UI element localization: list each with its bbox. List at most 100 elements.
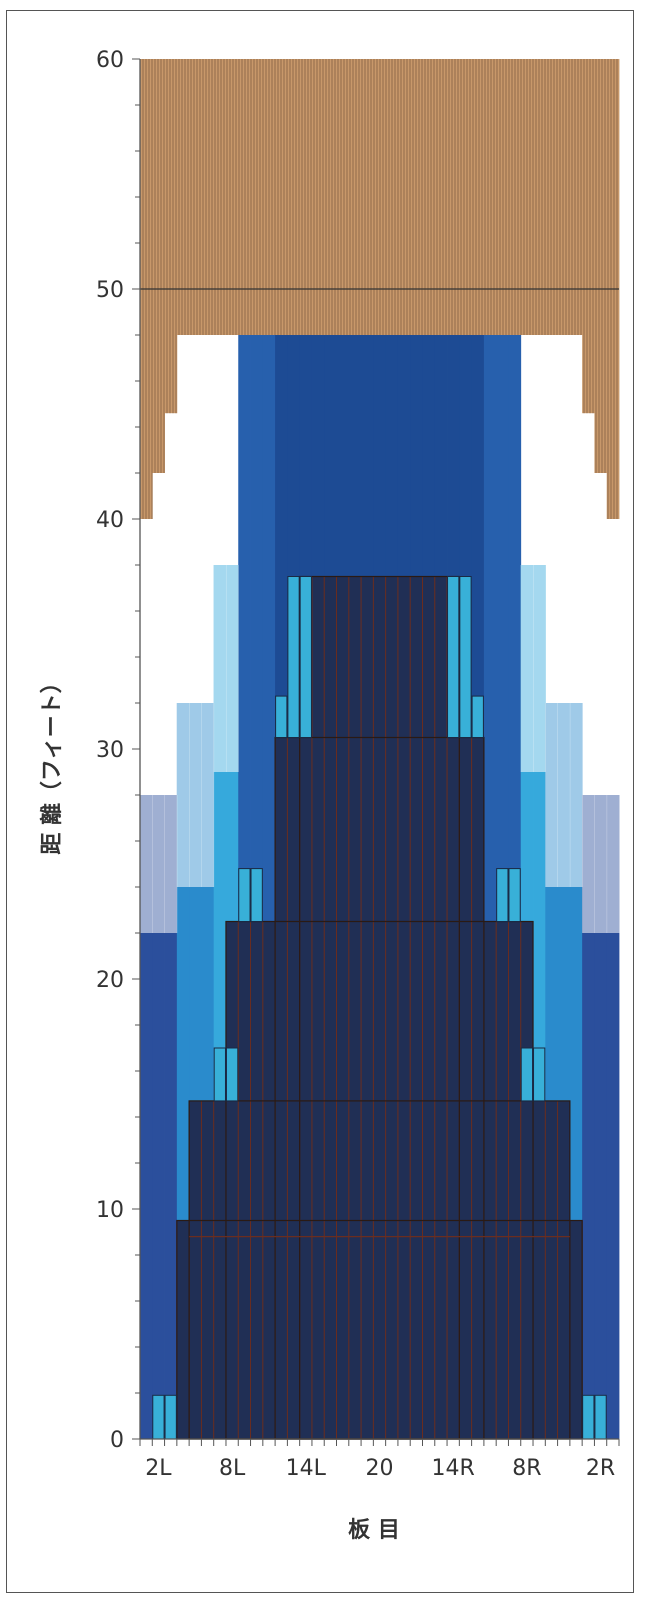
- highlight-mark-board-14: [299, 576, 312, 738]
- dark-region-board-33: [533, 1100, 546, 1439]
- y-tick-label: 20: [96, 968, 124, 993]
- dark-region-board-28: [471, 737, 485, 1439]
- pindeck-board-38: [594, 59, 608, 473]
- dark-region-board-35: [557, 1100, 571, 1439]
- oil-fade-board-2: [152, 795, 165, 933]
- highlight-mark-board-3: [164, 1394, 177, 1440]
- dark-region-board-5: [189, 1100, 202, 1439]
- pindeck-board-37: [582, 59, 595, 414]
- x-tick-label: 2R: [586, 1456, 615, 1481]
- dark-region-board-24: [422, 576, 436, 1439]
- dark-region-board-4: [176, 1220, 190, 1439]
- lane-oil-chart: 0 10 20 30 40 50 60 2L 8L 14L 20 14R 8R 2R 距 離（フィート）…: [39, 48, 620, 1543]
- pindeck-board-27: [459, 59, 473, 335]
- dark-region-board-27: [459, 737, 473, 1439]
- oil-fade-board-8: [225, 565, 239, 772]
- highlight-mark-board-37: [582, 1394, 595, 1440]
- x-axis: 2L 8L 14L 20 14R 8R 2R: [139, 1438, 620, 1481]
- oil-fade-board-6: [201, 703, 215, 887]
- dark-region-board-36: [569, 1220, 583, 1439]
- y-tick-label: 10: [96, 1198, 124, 1223]
- pindeck-board-12: [275, 59, 288, 335]
- dark-region-board-21: [385, 576, 399, 1439]
- pindeck-board-7: [213, 59, 227, 335]
- dark-region-board-30: [496, 921, 509, 1439]
- y-axis: 0 10 20 30 40 50 60: [96, 48, 141, 1453]
- pindeck-board-9: [238, 59, 251, 335]
- oil-column-board-37: [582, 795, 595, 1439]
- highlight-mark-board-12: [275, 695, 288, 738]
- dark-region-board-22: [397, 576, 411, 1439]
- oil-fade-board-5: [189, 703, 202, 887]
- y-axis-title: 距 離（フィート）: [39, 671, 65, 854]
- highlight-mark-board-10: [250, 868, 263, 922]
- x-tick-label: 8L: [219, 1456, 246, 1481]
- x-tick-label: 14L: [286, 1456, 327, 1481]
- dark-region-board-26: [447, 576, 460, 1439]
- pindeck-board-35: [557, 59, 571, 335]
- pindeck-board-23: [410, 59, 423, 335]
- highlight-mark-board-8: [225, 1047, 239, 1102]
- dark-region-board-32: [520, 921, 534, 1439]
- pindeck-board-3: [164, 59, 178, 414]
- oil-fade-board-36: [569, 703, 583, 887]
- highlight-mark-board-26: [447, 576, 460, 738]
- x-tick-label: 20: [366, 1456, 394, 1481]
- dark-region-board-8: [225, 921, 239, 1439]
- pindeck-board-29: [483, 59, 497, 335]
- highlight-mark-board-9: [238, 868, 251, 922]
- highlight-mark-board-13: [287, 576, 300, 738]
- pindeck-board-30: [496, 59, 509, 335]
- oil-column-board-39: [606, 795, 620, 1439]
- oil-fade-board-7: [213, 565, 227, 772]
- dark-region-board-11: [262, 921, 276, 1439]
- pindeck-board-18: [348, 59, 362, 335]
- highlight-mark-board-27: [459, 576, 472, 738]
- oil-column-board-38: [594, 795, 608, 1439]
- pindeck-board-13: [287, 59, 301, 335]
- x-tick-label: 2L: [145, 1456, 172, 1481]
- pindeck-board-34: [545, 59, 558, 335]
- dark-region-board-23: [410, 576, 423, 1439]
- oil-fade-board-35: [557, 703, 571, 887]
- pindeck-board-26: [447, 59, 460, 335]
- oil-fade-board-38: [594, 795, 608, 933]
- dark-region-board-19: [361, 576, 374, 1439]
- oil-fade-board-3: [164, 795, 178, 933]
- y-tick-label: 30: [96, 738, 124, 763]
- y-tick-label: 0: [110, 1428, 124, 1453]
- x-axis-title: 板 目: [348, 1518, 400, 1543]
- oil-column-board-1: [140, 795, 153, 1439]
- y-tick-label: 60: [96, 48, 124, 73]
- dark-region-board-7: [213, 1100, 227, 1439]
- dark-region-board-25: [434, 576, 448, 1439]
- x-tick-label: 14R: [432, 1456, 475, 1481]
- dark-region-board-12: [275, 737, 288, 1439]
- pindeck-board-25: [434, 59, 448, 335]
- pindeck-board-24: [422, 59, 436, 335]
- pindeck-board-36: [569, 59, 583, 335]
- oil-fade-board-37: [582, 795, 595, 933]
- dark-region-board-31: [508, 921, 522, 1439]
- y-tick-label: 40: [96, 508, 124, 533]
- pindeck-board-2: [152, 59, 165, 473]
- x-tick-label: 8R: [512, 1456, 541, 1481]
- pindeck-board-14: [299, 59, 313, 335]
- dark-region-board-29: [483, 921, 497, 1439]
- highlight-mark-board-2: [152, 1394, 165, 1440]
- dark-region-board-15: [311, 576, 325, 1439]
- highlight-mark-board-32: [520, 1047, 534, 1102]
- highlight-mark-board-31: [508, 868, 521, 922]
- oil-fade-board-4: [176, 703, 190, 887]
- pindeck-board-5: [189, 59, 202, 335]
- oil-fade-board-34: [545, 703, 558, 887]
- oil-fade-board-1: [140, 795, 153, 933]
- dark-region-board-14: [299, 576, 313, 1439]
- plot-area: [139, 59, 620, 1440]
- dark-region-board-10: [250, 921, 264, 1439]
- oil-column-board-3: [164, 795, 178, 1439]
- dark-region-board-18: [348, 576, 362, 1439]
- pindeck-board-17: [336, 59, 350, 335]
- dark-region-board-13: [287, 737, 301, 1439]
- oil-fade-board-33: [533, 565, 546, 772]
